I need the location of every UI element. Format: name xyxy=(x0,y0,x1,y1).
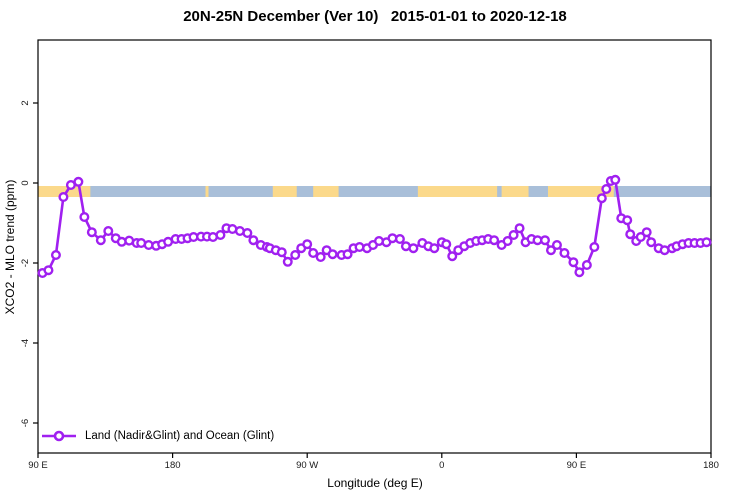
data-point xyxy=(508,229,519,240)
land-band-segment xyxy=(205,186,209,197)
data-point xyxy=(342,249,353,260)
data-point xyxy=(429,243,440,254)
x-tick-label: 90 W xyxy=(296,460,318,471)
x-tick-label: 180 xyxy=(703,460,719,471)
data-point xyxy=(73,176,84,187)
land-band-segment xyxy=(501,186,529,197)
plot-box xyxy=(37,39,712,454)
data-point xyxy=(447,251,458,262)
data-point xyxy=(315,251,326,262)
data-point xyxy=(610,174,621,185)
data-point xyxy=(489,235,500,246)
land-band-segment xyxy=(38,186,91,197)
data-point xyxy=(551,239,562,250)
legend-label: Land (Nadir&Glint) and Ocean (Glint) xyxy=(85,430,275,442)
legend-marker-icon xyxy=(42,430,76,442)
data-point xyxy=(701,237,712,248)
data-point xyxy=(302,239,313,250)
data-point xyxy=(290,249,301,260)
data-point xyxy=(242,227,253,238)
data-point xyxy=(86,227,97,238)
y-tick-label: -6 xyxy=(20,419,31,427)
data-point xyxy=(635,231,646,242)
data-point xyxy=(601,183,612,194)
data-point xyxy=(215,229,226,240)
data-point xyxy=(581,260,592,271)
data-point xyxy=(50,249,61,260)
data-point xyxy=(95,235,106,246)
x-tick-label: 180 xyxy=(165,460,181,471)
y-tick-label: -2 xyxy=(20,259,31,267)
data-point xyxy=(596,193,607,204)
y-tick-label: 2 xyxy=(20,100,31,105)
data-point xyxy=(646,237,657,248)
y-tick-label: 0 xyxy=(20,180,31,185)
data-point xyxy=(308,247,319,258)
data-point xyxy=(589,241,600,252)
land-band-segment xyxy=(313,186,339,197)
data-point xyxy=(559,247,570,258)
data-point xyxy=(282,256,293,267)
data-point xyxy=(622,215,633,226)
y-tick-label: -4 xyxy=(20,339,31,347)
land-band-segment xyxy=(547,186,614,197)
data-point xyxy=(574,267,585,278)
data-point xyxy=(539,235,550,246)
data-point xyxy=(327,249,338,260)
y-axis-label: XCO2 - MLO trend (ppm) xyxy=(3,179,17,315)
data-point xyxy=(502,235,513,246)
x-tick-label: 0 xyxy=(439,460,444,471)
data-point xyxy=(545,245,556,256)
data-point xyxy=(248,235,259,246)
data-point xyxy=(43,265,54,276)
data-point xyxy=(625,229,636,240)
data-point xyxy=(408,243,419,254)
data-point xyxy=(441,239,452,250)
land-band-segment xyxy=(272,186,297,197)
x-tick-label: 90 E xyxy=(28,460,48,471)
ocean-band xyxy=(38,186,711,197)
data-point xyxy=(79,211,90,222)
data-point xyxy=(58,191,69,202)
data-point xyxy=(641,227,652,238)
data-point xyxy=(568,257,579,268)
land-band-segment xyxy=(417,186,498,197)
data-point xyxy=(276,247,287,258)
x-tick-label: 90 E xyxy=(567,460,587,471)
x-axis-label: Longitude (deg E) xyxy=(327,476,423,490)
legend: Land (Nadir&Glint) and Ocean (Glint) xyxy=(40,429,274,443)
data-point xyxy=(394,233,405,244)
data-point xyxy=(514,223,525,234)
chart-title: 20N-25N December (Ver 10) 2015-01-01 to … xyxy=(183,8,567,25)
data-point xyxy=(103,225,114,236)
